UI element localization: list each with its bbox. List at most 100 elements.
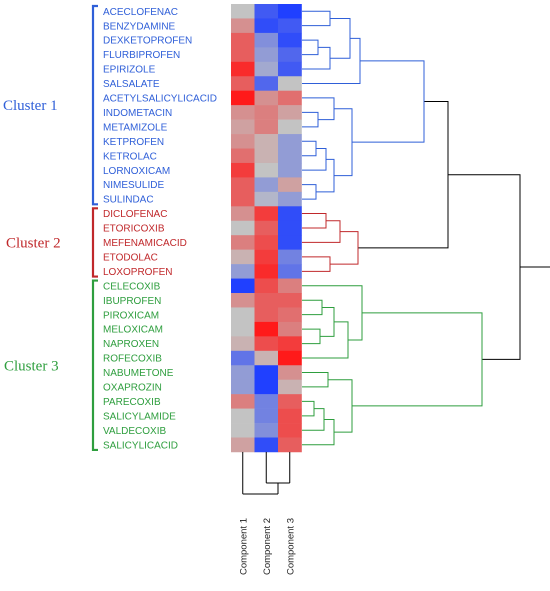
heatmap-cell <box>278 264 302 279</box>
drug-label: KETROLAC <box>103 151 157 162</box>
heatmap-cell <box>254 307 279 323</box>
heatmap-cell <box>231 47 255 63</box>
heatmap-cell <box>231 350 255 366</box>
drug-label: DICLOFENAC <box>103 209 167 220</box>
heatmap-cell <box>278 148 302 164</box>
heatmap-cell <box>278 220 302 236</box>
heatmap-cell <box>254 293 279 308</box>
drug-label: ACETYLSALICYLICACID <box>103 94 217 105</box>
row-dendrogram-link <box>302 37 361 84</box>
heatmap-cell <box>254 423 279 438</box>
row-dendrogram <box>302 10 550 446</box>
heatmap-cell <box>278 47 302 63</box>
column-dendrogram <box>242 451 291 495</box>
drug-label: KETPROFEN <box>103 137 164 148</box>
heatmap-cell <box>278 437 302 453</box>
component-label: Component 1 <box>238 518 249 575</box>
heatmap-cell <box>231 105 255 120</box>
heatmap-cell <box>231 32 255 48</box>
heatmap-cell <box>231 134 255 149</box>
drug-label: LOXOPROFEN <box>103 267 172 278</box>
heatmap-cell <box>231 177 255 193</box>
heatmap-cell <box>278 177 302 193</box>
heatmap-cell <box>254 408 279 424</box>
heatmap-cell <box>231 394 255 409</box>
heatmap-cell <box>278 293 302 308</box>
drug-label: NAPROXEN <box>103 339 159 350</box>
heatmap-cell <box>254 162 279 178</box>
heatmap-cell <box>278 90 302 106</box>
drug-label: PARECOXIB <box>103 397 161 408</box>
drug-label: LORNOXICAM <box>103 166 170 177</box>
heatmap-cell <box>254 278 279 294</box>
row-dendrogram-link <box>302 371 329 388</box>
heatmap-cell <box>231 119 255 135</box>
drug-label: SULINDAC <box>103 195 154 206</box>
drug-label: EPIRIZOLE <box>103 65 156 76</box>
row-dendrogram-link <box>302 400 315 417</box>
heatmap-cell <box>278 206 302 222</box>
row-dendrogram-link <box>302 39 319 56</box>
heatmap-cell <box>278 162 302 178</box>
drug-label: ETORICOXIB <box>103 224 165 235</box>
row-dendrogram-link <box>302 10 331 27</box>
drug-label: IBUPROFEN <box>103 296 161 307</box>
heatmap-cell <box>231 18 255 34</box>
heatmap-cell <box>254 61 279 77</box>
drug-label: ETODOLAC <box>103 252 158 263</box>
heatmap-cell <box>278 278 302 294</box>
component-labels: Component 1 Component 2 Component 3 <box>238 518 296 575</box>
heatmap-cell <box>231 264 255 279</box>
heatmap-cell <box>278 61 302 77</box>
row-dendrogram-link <box>302 418 335 446</box>
heatmap-cell <box>254 365 279 380</box>
heatmap-cell <box>231 162 255 178</box>
heatmap-cell <box>231 61 255 77</box>
drug-label: NIMESULIDE <box>103 180 164 191</box>
drug-label: CELECOXIB <box>103 281 161 292</box>
row-dendrogram-link <box>358 101 449 249</box>
component-label: Component 3 <box>285 518 296 575</box>
heatmap-cell <box>231 148 255 164</box>
heatmap-cell <box>254 394 279 409</box>
heatmap-cell <box>231 206 255 222</box>
drug-label: PIROXICAM <box>103 310 159 321</box>
drug-label: DEXKETOPROFEN <box>103 36 192 47</box>
row-dendrogram-link <box>334 108 353 177</box>
heatmap-cell <box>254 249 279 265</box>
row-dendrogram-link <box>352 60 425 143</box>
drug-label: SALICYLICACID <box>103 440 178 451</box>
row-dendrogram-link <box>302 46 331 70</box>
row-dendrogram-link <box>320 306 335 337</box>
heatmap-cell <box>231 336 255 352</box>
row-dendrogram-link <box>302 285 363 341</box>
heatmap-cell <box>254 32 279 48</box>
heatmap-cell <box>231 220 255 236</box>
row-dendrogram-link <box>330 17 351 59</box>
heatmap-cell <box>278 321 302 337</box>
heatmap-cell <box>278 350 302 366</box>
heatmap-cell <box>278 394 302 409</box>
row-dendrogram-link <box>302 140 317 157</box>
row-dendrogram-link <box>448 174 521 360</box>
drug-label: VALDECOXIB <box>103 426 166 437</box>
component-label: Component 2 <box>262 518 273 575</box>
drug-label: ACECLOFENAC <box>103 7 178 18</box>
cluster-brackets <box>91 4 98 452</box>
heatmap-cell <box>278 365 302 380</box>
heatmap-cell <box>231 191 255 207</box>
heatmap-cell <box>231 437 255 453</box>
drug-label: METAMIZOLE <box>103 122 168 133</box>
heatmap-cell <box>278 249 302 265</box>
row-dendrogram-link <box>328 379 353 433</box>
heatmap-cell <box>231 379 255 395</box>
heatmap-cell <box>254 119 279 135</box>
row-dendrogram-link <box>352 312 483 407</box>
drug-label: MEFENAMICACID <box>103 238 187 249</box>
cluster-title: Cluster 3 <box>4 358 59 374</box>
heatmap-cell <box>254 47 279 63</box>
cluster-bracket <box>91 279 98 452</box>
heatmap-cell <box>254 191 279 207</box>
heatmap-cell <box>254 321 279 337</box>
